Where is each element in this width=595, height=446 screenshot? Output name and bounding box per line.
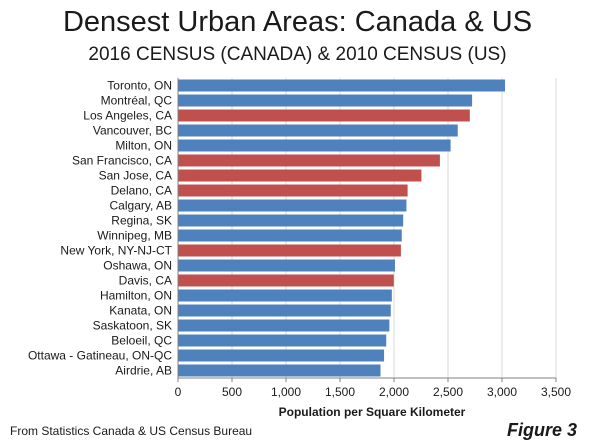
category-label: Saskatoon, SK: [93, 319, 172, 333]
category-label: Kanata, ON: [109, 304, 172, 318]
x-tick-label: 3,500: [541, 385, 571, 399]
bar: [178, 184, 408, 197]
category-label: Delano, CA: [111, 184, 172, 198]
category-label: New York, NY-NJ-CT: [60, 244, 172, 258]
category-label: Winnipeg, MB: [97, 229, 172, 243]
bar: [178, 214, 404, 227]
source-note: From Statistics Canada & US Census Burea…: [10, 424, 253, 438]
bar: [178, 94, 473, 107]
bar: [178, 229, 402, 242]
bar: [178, 274, 394, 287]
category-label: Regina, SK: [111, 214, 172, 228]
bar: [178, 109, 470, 122]
category-label: Montréal, QC: [101, 94, 173, 108]
bar: [178, 154, 440, 167]
x-axis-title: Population per Square Kilometer: [279, 405, 466, 419]
bar: [178, 349, 385, 362]
category-label: Hamilton, ON: [100, 289, 172, 303]
x-tick-label: 500: [222, 385, 242, 399]
bar: [178, 319, 390, 332]
bar: [178, 304, 391, 317]
figure-label: Figure 3: [506, 420, 577, 440]
bar: [178, 364, 381, 377]
bar: [178, 79, 506, 92]
category-label: Beloeil, QC: [111, 334, 172, 348]
category-label: San Jose, CA: [99, 169, 172, 183]
bar: [178, 244, 401, 257]
bar: [178, 289, 392, 302]
category-label: Oshawa, ON: [103, 259, 172, 273]
bar: [178, 334, 387, 347]
category-label: Airdrie, AB: [115, 364, 172, 378]
category-label: Toronto, ON: [107, 79, 172, 93]
bar: [178, 139, 451, 152]
x-tick-label: 1,000: [271, 385, 301, 399]
chart-title: Densest Urban Areas: Canada & US: [62, 6, 533, 38]
bar: [178, 199, 407, 212]
x-tick-label: 2,500: [433, 385, 463, 399]
category-label: Los Angeles, CA: [83, 109, 172, 123]
x-tick-label: 3,000: [487, 385, 517, 399]
category-label: Milton, ON: [115, 139, 172, 153]
bar: [178, 169, 422, 182]
category-label: Ottawa - Gatineau, ON-QC: [28, 349, 172, 363]
category-label: Davis, CA: [119, 274, 172, 288]
category-label: San Francisco, CA: [72, 154, 172, 168]
x-tick-label: 1,500: [325, 385, 355, 399]
bar: [178, 259, 395, 272]
category-label: Vancouver, BC: [93, 124, 172, 138]
x-tick-label: 0: [175, 385, 182, 399]
category-label: Calgary, AB: [110, 199, 172, 213]
bar: [178, 124, 458, 137]
chart-subtitle: 2016 CENSUS (CANADA) & 2010 CENSUS (US): [88, 44, 507, 65]
x-tick-label: 2,000: [379, 385, 409, 399]
